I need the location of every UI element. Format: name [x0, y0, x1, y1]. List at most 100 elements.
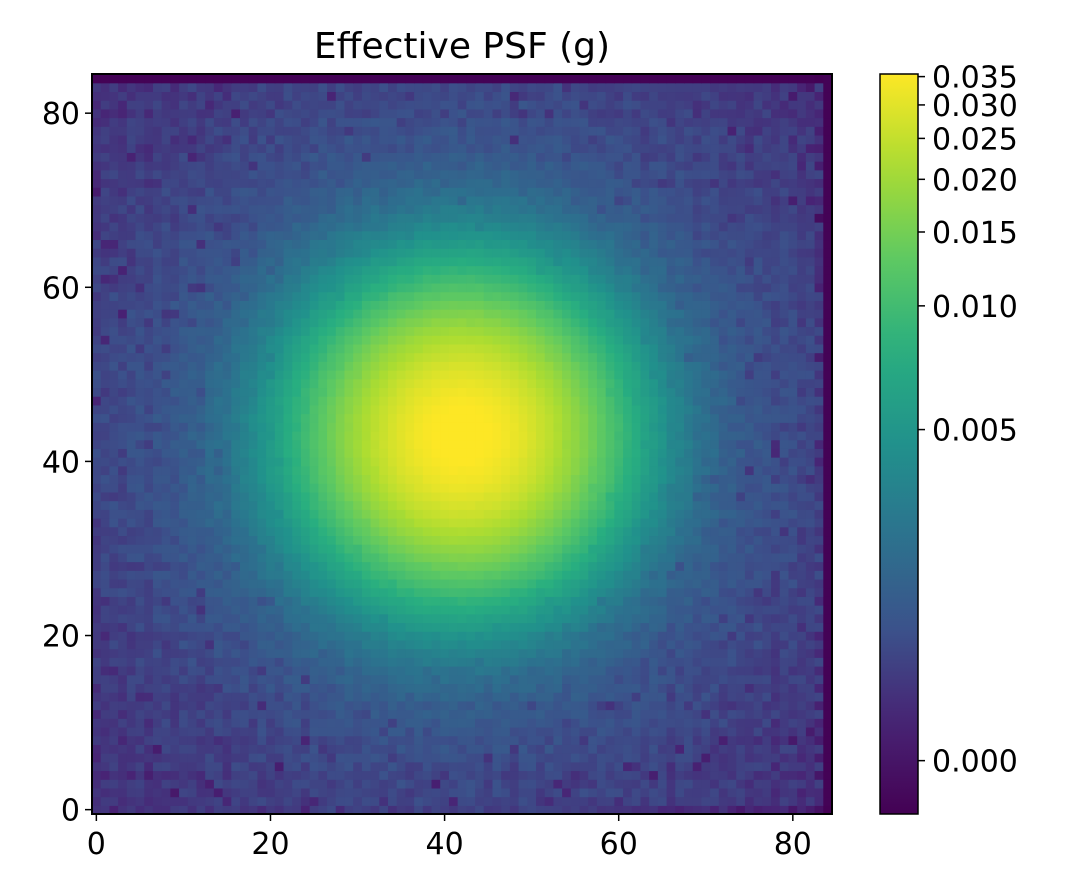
heatmap-cell [684, 796, 694, 806]
heatmap-cell [448, 526, 459, 537]
heatmap-cell [570, 378, 581, 389]
heatmap-cell [266, 535, 276, 545]
heatmap-cell [509, 544, 520, 554]
heatmap-cell [300, 448, 311, 458]
heatmap-cell [753, 622, 763, 632]
heatmap-cell [797, 779, 807, 789]
heatmap-cell [797, 370, 807, 380]
heatmap-cell [710, 753, 720, 763]
heatmap-cell [353, 500, 363, 510]
heatmap-cell [614, 735, 624, 745]
heatmap-cell [309, 448, 319, 458]
heatmap-cell [492, 430, 502, 441]
heatmap-cell [501, 657, 511, 667]
heatmap-cell [605, 526, 615, 537]
heatmap-cell [692, 422, 703, 432]
heatmap-cell [666, 439, 676, 449]
heatmap-cell [779, 805, 790, 815]
heatmap-cell [309, 639, 319, 650]
heatmap-cell [405, 805, 415, 815]
heatmap-cell [170, 535, 180, 545]
heatmap-cell [675, 622, 685, 632]
heatmap-cell [126, 378, 137, 389]
heatmap-cell [640, 657, 650, 667]
heatmap-cell [457, 413, 467, 423]
heatmap-cell [823, 518, 833, 528]
heatmap-cell [640, 326, 650, 336]
heatmap-cell [640, 674, 650, 685]
heatmap-cell [623, 744, 633, 754]
heatmap-cell [300, 613, 311, 624]
heatmap-cell [440, 491, 450, 502]
heatmap-cell [161, 570, 171, 580]
heatmap-cell [361, 770, 372, 780]
heatmap-cell [527, 726, 537, 737]
heatmap-cell [684, 700, 694, 711]
heatmap-cell [274, 552, 285, 563]
heatmap-cell [213, 779, 224, 789]
heatmap-cell [501, 605, 511, 615]
heatmap-cell [631, 317, 642, 328]
heatmap-cell [536, 465, 546, 476]
heatmap-cell [240, 631, 250, 641]
heatmap-cell [536, 770, 546, 780]
heatmap-cell [431, 404, 441, 415]
heatmap-cell [92, 657, 102, 667]
heatmap-cell [292, 552, 302, 563]
heatmap-cell [701, 465, 711, 476]
heatmap-cell [771, 639, 781, 650]
heatmap-cell [361, 744, 372, 754]
heatmap-cell [448, 613, 459, 624]
heatmap-cell [710, 779, 720, 789]
heatmap-cell [179, 631, 189, 641]
heatmap-cell [414, 726, 424, 737]
heatmap-cell [318, 465, 328, 476]
heatmap-cell [431, 796, 441, 806]
heatmap-cell [414, 465, 424, 476]
heatmap-cell [370, 709, 380, 719]
heatmap-cell [771, 587, 781, 597]
heatmap-cell [710, 657, 720, 667]
heatmap-cell [483, 779, 494, 789]
heatmap-cell [492, 491, 502, 502]
heatmap-cell [588, 744, 598, 754]
heatmap-cell [692, 500, 703, 510]
heatmap-cell [353, 596, 363, 606]
heatmap-cell [222, 561, 232, 571]
heatmap-cell [274, 666, 285, 676]
heatmap-cell [353, 648, 363, 658]
heatmap-cell [553, 666, 563, 676]
heatmap-cell [231, 639, 241, 650]
heatmap-cell [527, 596, 537, 606]
heatmap-cell [388, 570, 398, 580]
heatmap-cell [240, 779, 250, 789]
heatmap-cell [771, 779, 781, 789]
heatmap-cell [144, 796, 154, 806]
heatmap-cell [100, 404, 111, 415]
heatmap-cell [744, 309, 755, 319]
heatmap-cell [205, 700, 215, 711]
heatmap-cell [596, 361, 607, 371]
heatmap-cell [805, 544, 816, 554]
heatmap-cell [614, 605, 624, 615]
heatmap-cell [213, 578, 224, 589]
heatmap-cell [179, 491, 189, 502]
heatmap-cell [718, 735, 729, 745]
heatmap-cell [344, 718, 354, 728]
heatmap-cell [344, 622, 354, 632]
heatmap-cell [126, 622, 137, 632]
heatmap-cell [448, 587, 459, 597]
heatmap-cell [823, 674, 833, 685]
heatmap-cell [736, 648, 746, 658]
heatmap-cell [666, 448, 676, 458]
heatmap-cell [771, 552, 781, 563]
heatmap-cell [126, 709, 137, 719]
heatmap-cell [475, 796, 485, 806]
heatmap-cell [161, 343, 171, 354]
heatmap-cell [431, 639, 441, 650]
heatmap-cell [823, 596, 833, 606]
heatmap-cell [788, 387, 798, 397]
heatmap-cell [266, 544, 276, 554]
heatmap-cell [257, 378, 267, 389]
heatmap-cell [492, 744, 502, 754]
